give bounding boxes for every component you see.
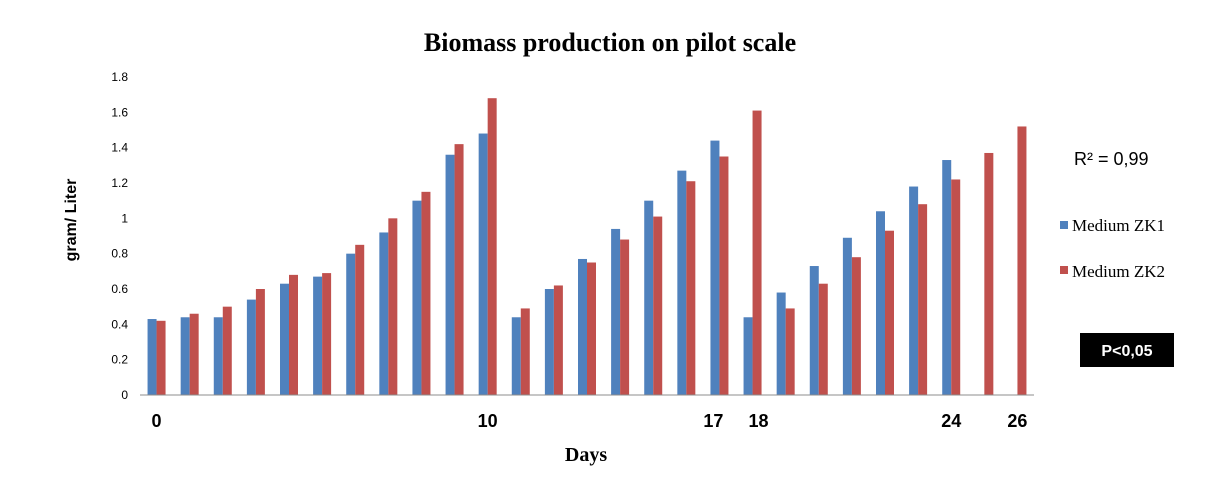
bar-zk2-day-11	[520, 308, 530, 395]
legend-swatch-zk2	[1060, 266, 1068, 274]
bar-zk2-day-3	[255, 289, 265, 395]
bar-zk2-day-16	[686, 181, 696, 395]
legend-label-zk2: Medium ZK2	[1072, 262, 1165, 281]
x-axis-tick-labels: 0 10 17 18 24 26	[152, 411, 1028, 431]
bar-zk1-day-23	[909, 186, 919, 395]
bar-zk2-day-2	[222, 306, 232, 395]
x-tick-label: 17	[703, 411, 723, 431]
bar-zk2-day-22	[885, 230, 894, 395]
legend-label-zk1: Medium ZK1	[1072, 216, 1165, 235]
y-tick-label: 0.8	[111, 247, 128, 261]
chart-title: Biomass production on pilot scale	[424, 28, 796, 57]
bar-zk1-day-24	[942, 160, 952, 395]
x-tick-label: 18	[749, 411, 769, 431]
bar-zk1-day-13	[578, 258, 587, 395]
bar-zk1-day-5	[313, 276, 323, 395]
bar-zk2-day-13	[587, 262, 596, 395]
legend: Medium ZK1 Medium ZK2	[1060, 216, 1165, 281]
x-tick-label: 26	[1007, 411, 1027, 431]
legend-swatch-zk1	[1060, 221, 1068, 229]
bar-zk1-day-14	[611, 228, 621, 395]
x-tick-label: 10	[478, 411, 498, 431]
bar-zk2-day-9	[454, 144, 464, 395]
bar-zk1-day-22	[876, 211, 885, 395]
bar-zk1-day-16	[677, 170, 687, 395]
y-tick-label: 1.2	[111, 176, 128, 190]
bar-zk2-day-0	[156, 320, 166, 395]
bar-zk2-day-19	[785, 308, 795, 395]
bars-group	[147, 98, 1027, 396]
bar-zk2-day-24	[951, 179, 961, 395]
x-tick-label: 0	[152, 411, 162, 431]
bar-zk2-day-21	[851, 257, 861, 395]
bar-zk1-day-12	[544, 289, 554, 395]
bar-zk2-day-7	[388, 218, 398, 395]
y-tick-label: 0	[121, 388, 128, 402]
y-tick-label: 1.6	[111, 105, 128, 119]
x-tick-label: 24	[941, 411, 961, 431]
y-tick-label: 0.6	[111, 282, 128, 296]
bar-zk1-day-17	[710, 140, 720, 395]
bar-zk1-day-20	[809, 266, 819, 395]
bar-zk1-day-3	[246, 299, 256, 395]
bar-zk1-day-19	[776, 292, 786, 395]
bar-zk2-day-10	[487, 98, 497, 395]
bar-zk2-day-23	[918, 204, 928, 395]
bar-zk2-day-20	[818, 283, 828, 395]
y-tick-label: 1	[121, 211, 128, 225]
y-tick-label: 0.4	[111, 317, 128, 331]
bar-zk2-day-15	[653, 216, 663, 395]
y-tick-label: 0.2	[111, 353, 128, 367]
bar-zk2-day-12	[553, 285, 563, 395]
bar-zk2-day-26	[1017, 126, 1027, 395]
bar-zk1-day-0	[147, 319, 157, 395]
bar-zk1-day-21	[842, 237, 852, 395]
bar-zk1-day-6	[346, 253, 356, 395]
bar-zk2-day-18	[752, 110, 762, 396]
p-value-text: P<0,05	[1101, 343, 1152, 360]
bar-zk1-day-15	[644, 200, 654, 395]
bar-zk2-day-8	[421, 191, 431, 395]
y-axis-ticks: 0 0.2 0.4 0.6 0.8 1 1.2 1.4 1.6 1.8	[111, 70, 128, 402]
bar-zk2-day-14	[620, 239, 630, 395]
bar-zk1-day-2	[213, 317, 223, 395]
bar-zk2-day-17	[719, 156, 729, 395]
bar-zk1-day-9	[445, 154, 455, 395]
bar-zk1-day-18	[743, 317, 753, 395]
p-value-badge: P<0,05	[1080, 333, 1174, 367]
r-squared-annotation: R² = 0,99	[1074, 149, 1149, 169]
bar-zk2-day-5	[322, 273, 332, 395]
y-tick-label: 1.8	[111, 70, 128, 84]
bar-zk2-day-4	[289, 274, 298, 395]
y-tick-label: 1.4	[111, 141, 128, 155]
bar-zk1-day-10	[478, 133, 488, 396]
bar-zk1-day-7	[379, 232, 389, 395]
bar-zk1-day-1	[180, 317, 190, 395]
bar-zk1-day-4	[280, 283, 289, 395]
bar-zk2-day-25	[984, 152, 994, 395]
bar-zk1-day-8	[412, 200, 422, 395]
bar-zk2-day-6	[355, 244, 365, 395]
y-axis-label: gram/ Liter	[63, 179, 80, 262]
bar-zk1-day-11	[511, 317, 521, 395]
bar-zk2-day-1	[189, 313, 199, 395]
x-axis-label: Days	[565, 444, 607, 466]
